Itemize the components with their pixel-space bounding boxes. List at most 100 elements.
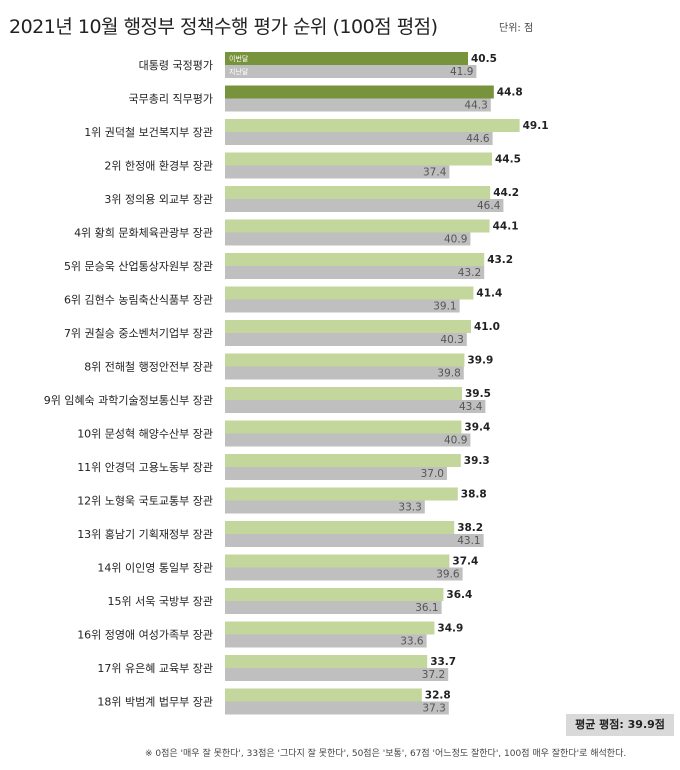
category-label: 16위 정영애 여성가족부 장관	[77, 629, 213, 642]
bar-current	[225, 554, 450, 568]
value-label-current: 33.7	[430, 656, 456, 668]
bar-previous	[225, 266, 485, 279]
category-label: 6위 김현수 농림축산식품부 장관	[64, 294, 213, 307]
legend-previous: 지난달	[229, 67, 249, 76]
bar-current	[225, 487, 458, 501]
category-label: 14위 이인영 통일부 장관	[97, 561, 213, 575]
value-label-previous: 44.3	[464, 100, 487, 112]
bar-current	[225, 621, 435, 635]
legend-current: 이번달	[229, 54, 249, 63]
bar-previous	[225, 232, 471, 246]
value-label-previous: 36.1	[415, 602, 438, 614]
value-label-previous: 37.4	[423, 167, 447, 179]
value-label-current: 39.3	[464, 455, 490, 467]
category-label: 15위 서욱 국방부 장관	[108, 595, 213, 608]
bar-previous	[225, 366, 464, 380]
bar-previous	[225, 567, 463, 581]
unit-label: 단위: 점	[499, 23, 534, 34]
value-label-previous: 40.9	[444, 234, 467, 246]
category-label: 11위 안경덕 고용노동부 장관	[77, 461, 213, 474]
bar-current	[225, 320, 471, 333]
bar-previous	[225, 400, 486, 413]
category-label: 2위 한정애 환경부 장관	[104, 160, 213, 173]
bar-current	[225, 152, 492, 166]
bar-current	[225, 353, 465, 367]
bar-current	[225, 286, 474, 300]
value-label-previous: 39.8	[437, 368, 460, 380]
bar-previous	[225, 98, 491, 112]
value-label-previous: 41.9	[450, 66, 473, 78]
value-label-current: 44.2	[493, 187, 519, 199]
bar-current	[225, 688, 422, 702]
value-label-previous: 33.6	[400, 636, 424, 648]
bar-current	[225, 655, 428, 668]
category-label: 8위 전해철 행정안전부 장관	[84, 360, 213, 374]
bar-current	[225, 219, 490, 233]
value-label-current: 34.9	[437, 623, 463, 635]
value-label-current: 49.1	[523, 120, 549, 132]
value-label-current: 40.5	[471, 53, 497, 65]
value-label-current: 38.2	[457, 522, 483, 534]
category-label: 1위 권덕철 보건복지부 장관	[84, 126, 213, 139]
bar-previous	[225, 132, 493, 145]
value-label-previous: 43.1	[457, 535, 480, 547]
value-label-current: 37.4	[452, 556, 478, 568]
value-label-current: 44.8	[497, 87, 523, 99]
value-label-current: 36.4	[446, 589, 472, 601]
bar-current	[225, 85, 494, 99]
bar-current	[225, 454, 461, 467]
category-label: 18위 박범계 법무부 장관	[97, 696, 213, 709]
bar-previous	[225, 467, 447, 480]
category-label: 국무총리 직무평가	[129, 93, 213, 106]
value-label-previous: 43.2	[458, 267, 481, 279]
category-label: 12위 노형욱 국토교통부 장관	[77, 495, 213, 508]
value-label-previous: 39.6	[436, 569, 460, 581]
value-label-previous: 37.3	[422, 703, 445, 715]
bar-previous	[225, 534, 484, 547]
value-label-current: 43.2	[487, 254, 513, 266]
category-label: 7위 권칠승 중소벤처기업부 장관	[64, 327, 213, 340]
value-label-previous: 40.9	[444, 435, 467, 447]
value-label-current: 32.8	[425, 690, 451, 702]
category-label: 17위 유은혜 교육부 장관	[97, 662, 213, 675]
footnote: ※ 0점은 '매우 잘 못한다', 33점은 '그다지 잘 못한다', 50점은…	[145, 749, 627, 759]
bar-previous	[225, 199, 504, 212]
value-label-current: 38.8	[461, 489, 487, 501]
category-label: 3위 정의용 외교부 장관	[104, 193, 213, 206]
value-label-previous: 44.6	[466, 133, 490, 145]
value-label-current: 41.4	[476, 288, 502, 300]
category-label: 13위 홍남기 기획재정부 장관	[77, 527, 213, 541]
value-label-current: 41.0	[474, 321, 500, 333]
bar-previous	[225, 601, 442, 614]
bar-current	[225, 588, 444, 601]
value-label-current: 39.9	[467, 355, 493, 367]
bar-current	[225, 186, 491, 199]
value-label-current: 39.5	[465, 388, 491, 400]
value-label-previous: 46.4	[477, 200, 501, 212]
bar-current	[225, 521, 455, 534]
value-label-current: 39.4	[464, 422, 490, 434]
bar-current	[225, 420, 462, 434]
bar-current	[225, 253, 485, 266]
category-label: 5위 문승욱 산업통상자원부 장관	[64, 260, 213, 273]
bar-previous	[225, 668, 449, 681]
value-label-previous: 37.2	[422, 669, 445, 681]
bar-previous	[225, 634, 427, 648]
chart-title: 2021년 10월 행정부 정책수행 평가 순위 (100점 평점)	[9, 16, 438, 38]
category-label: 4위 황희 문화체육관광부 장관	[74, 227, 213, 240]
value-label-current: 44.5	[495, 154, 521, 166]
value-label-previous: 40.3	[440, 334, 463, 346]
category-label: 10위 문성혁 해양수산부 장관	[77, 427, 213, 441]
value-label-previous: 43.4	[459, 401, 483, 413]
bar-current	[225, 387, 462, 400]
value-label-previous: 39.1	[433, 301, 456, 313]
bar-previous	[225, 500, 425, 514]
value-label-current: 44.1	[493, 221, 519, 233]
bar-current	[225, 52, 468, 65]
bar-previous	[225, 299, 460, 313]
bar-previous	[225, 701, 449, 715]
bar-previous	[225, 65, 477, 78]
category-label: 9위 임혜숙 과학기술정보통신부 장관	[44, 394, 213, 407]
bar-previous	[225, 333, 467, 346]
